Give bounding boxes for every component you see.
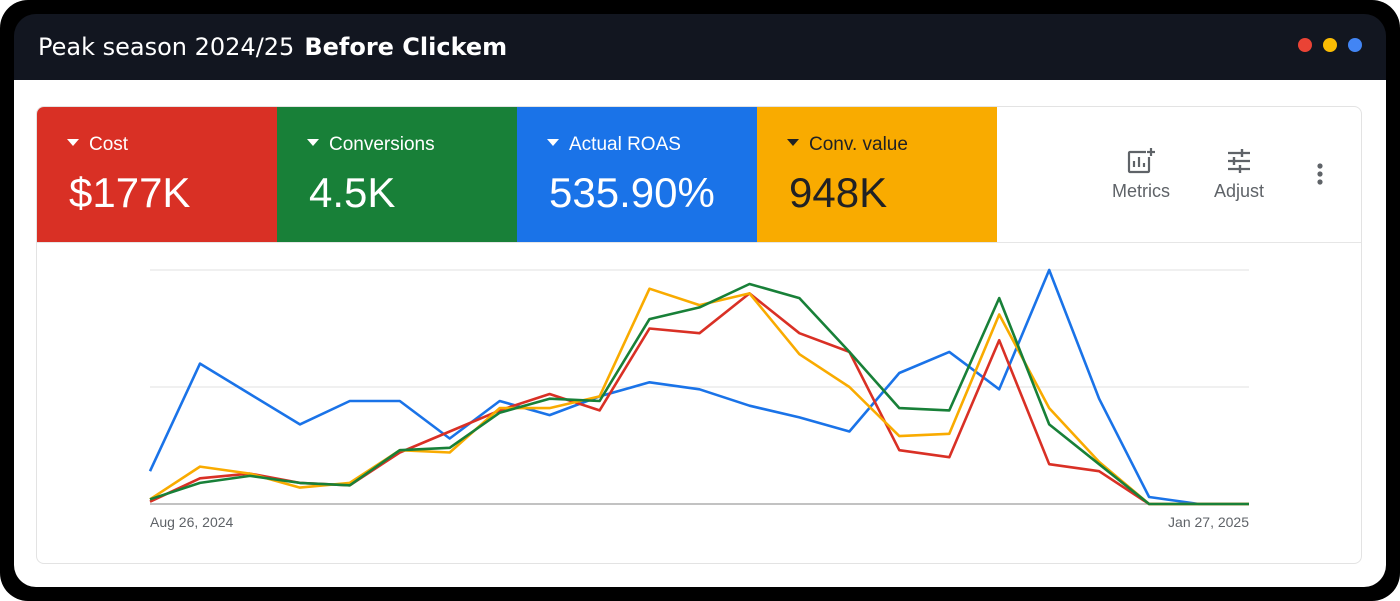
window-dot-blue[interactable] (1348, 38, 1362, 52)
title-period: Peak season 2024/25 (38, 33, 295, 61)
dropdown-caret-icon (307, 139, 319, 147)
metric-tile-conversions[interactable]: Conversions 4.5K (277, 107, 517, 242)
window-title: Peak season 2024/25 Before Clickem (38, 33, 507, 61)
metrics-chart-icon (1127, 147, 1156, 174)
title-bar: Peak season 2024/25 Before Clickem (14, 14, 1386, 80)
metric-tile-conv-value[interactable]: Conv. value 948K (757, 107, 997, 242)
metric-tiles: Cost $177K Conversions 4.5K Actual ROAS … (37, 107, 997, 242)
x-tick-end: Jan 27, 2025 (1168, 514, 1249, 530)
metric-value: 948K (789, 169, 888, 216)
chart-series (148, 268, 1249, 506)
x-tick-start: Aug 26, 2024 (150, 514, 234, 530)
title-subtitle: Before Clickem (304, 33, 508, 61)
metric-tile-actual-roas[interactable]: Actual ROAS 535.90% (517, 107, 757, 242)
performance-chart: Aug 26, 2024 Jan 27, 2025 (37, 243, 1361, 563)
metric-label: Conversions (307, 134, 435, 156)
more-vert-icon (1317, 163, 1323, 185)
tiles-divider (37, 242, 1361, 243)
series-line-3 (149, 282, 1249, 506)
metrics-button[interactable]: Metrics (1101, 147, 1181, 202)
content-area: Cost $177K Conversions 4.5K Actual ROAS … (14, 80, 1386, 587)
series-line-1 (149, 292, 1249, 506)
metrics-button-label: Metrics (1112, 181, 1170, 201)
window-dot-yellow[interactable] (1323, 38, 1337, 52)
window-controls (1298, 38, 1362, 52)
window-dot-red[interactable] (1298, 38, 1312, 52)
metric-label: Actual ROAS (547, 134, 681, 156)
adjust-button[interactable]: Adjust (1199, 147, 1279, 202)
sliders-icon (1228, 149, 1250, 173)
series-line-2 (149, 287, 1249, 506)
metric-value: $177K (69, 169, 191, 216)
metric-tile-cost[interactable]: Cost $177K (37, 107, 277, 242)
line-chart: Aug 26, 2024 Jan 27, 2025 (148, 268, 1249, 530)
performance-card: Cost $177K Conversions 4.5K Actual ROAS … (36, 106, 1362, 564)
metric-value: 535.90% (549, 169, 715, 216)
dropdown-caret-icon (67, 139, 79, 147)
metric-label: Cost (67, 134, 128, 156)
metric-label: Conv. value (787, 134, 908, 156)
series-line-0 (148, 268, 1249, 506)
adjust-button-label: Adjust (1213, 181, 1265, 201)
dropdown-caret-icon (787, 139, 799, 147)
metric-value: 4.5K (309, 169, 396, 216)
more-options-button[interactable] (1305, 159, 1335, 189)
dropdown-caret-icon (547, 139, 559, 147)
